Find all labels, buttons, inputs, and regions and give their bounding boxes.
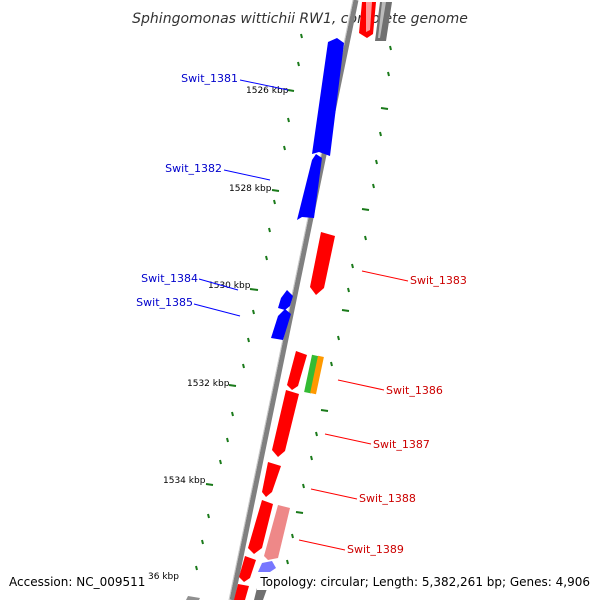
gene-swit-1383[interactable] [310,232,335,295]
tick-label: 1526 kbp [246,86,289,96]
feature-orange[interactable] [310,355,324,395]
gene-swit-1388[interactable] [262,462,281,497]
gene-swit-1389b[interactable] [264,505,290,560]
gene-label-swit-1382[interactable]: Swit_1382 [165,162,222,175]
topology-text: Topology: circular; Length: 5,382,261 bp… [259,575,590,589]
outer-tick-track [286,45,392,565]
inner-tick-track [195,33,303,571]
tick-label: 36 kbp [148,572,179,582]
top-reverse-fragment-light [366,2,372,32]
gene-label-swit-1384[interactable]: Swit_1384 [141,272,198,285]
top-fragments [359,2,392,41]
forward-gene-labels: Swit_1381 Swit_1382 Swit_1384 Swit_1385 [136,72,238,309]
footer: Accession: NC_009511 Topology: circular;… [6,572,593,590]
gene-label-swit-1388[interactable]: Swit_1388 [359,492,416,505]
tick-labels: 1526 kbp 1528 kbp 1530 kbp 1532 kbp 1534… [148,86,289,582]
gene-label-swit-1387[interactable]: Swit_1387 [373,438,430,451]
gene-swit-1386a[interactable] [287,351,307,390]
footer-accession-bg [6,572,145,590]
rna-gene[interactable] [304,354,319,394]
gene-bottom-reverse[interactable] [239,556,256,582]
gene-swit-1389a[interactable] [248,500,273,554]
reverse-gene-labels: Swit_1383 Swit_1386 Swit_1387 Swit_1388 … [347,274,467,556]
gene-label-swit-1383[interactable]: Swit_1383 [410,274,467,287]
tick-label: 1530 kbp [208,281,251,291]
gene-label-swit-1386[interactable]: Swit_1386 [386,384,443,397]
top-grey-fragment-light [378,2,386,38]
footer-topology-bg [257,572,593,590]
gene-bottom-left-grey[interactable] [186,596,200,600]
gene-label-swit-1385[interactable]: Swit_1385 [136,296,193,309]
gene-swit-1385[interactable] [271,309,291,340]
gene-swit-1387[interactable] [272,390,299,457]
gene-bottom-reverse-2[interactable] [234,584,249,600]
gene-bottom-forward[interactable] [258,561,276,572]
tick-label: 1528 kbp [229,184,272,194]
forward-genes [258,38,344,572]
gene-label-swit-1381[interactable]: Swit_1381 [181,72,238,85]
gene-swit-1384[interactable] [278,290,293,310]
tick-label: 1532 kbp [187,379,230,389]
tick-label: 1534 kbp [163,476,206,486]
reverse-leader-lines [298,270,409,551]
gene-swit-1382[interactable] [297,154,322,220]
map-title: Sphingomonas wittichii RW1, complete gen… [132,11,468,27]
accession-text: Accession: NC_009511 [9,575,145,589]
gene-label-swit-1389[interactable]: Swit_1389 [347,543,404,556]
forward-leader-lines [193,79,289,317]
gene-swit-1381[interactable] [312,38,344,156]
